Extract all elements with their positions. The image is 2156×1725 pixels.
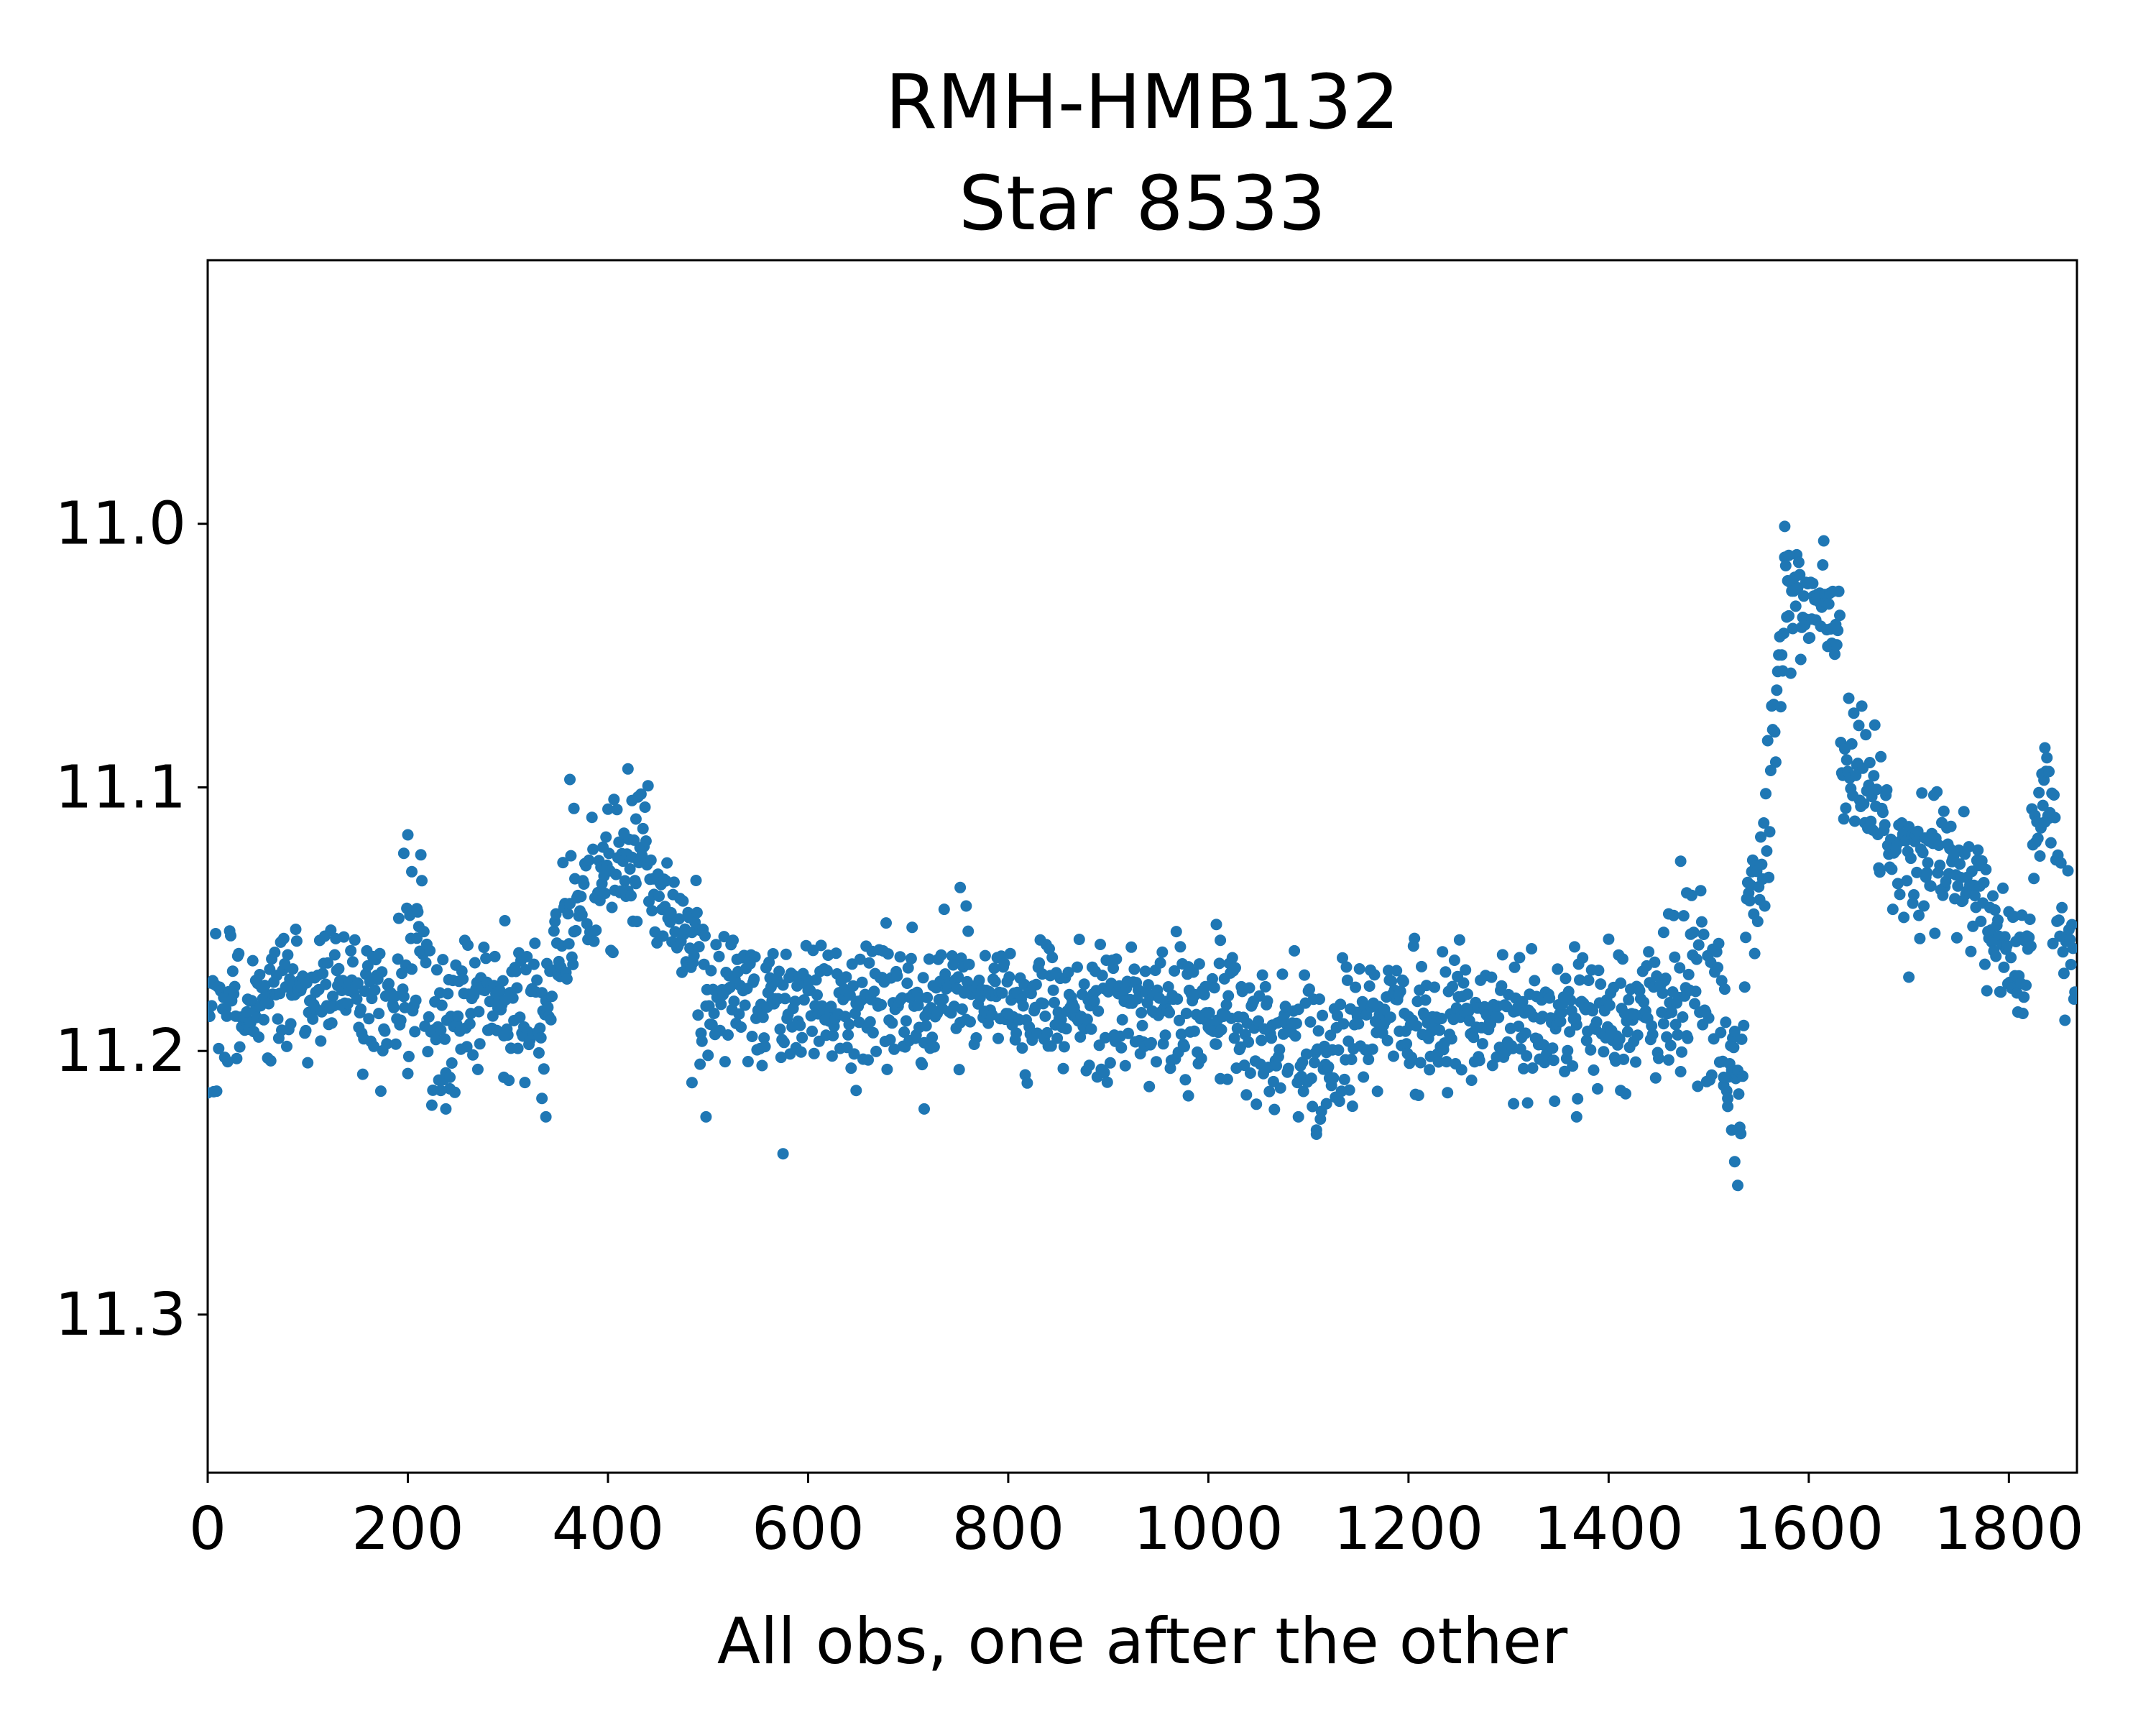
x-tick-label: 1600 — [1733, 1495, 1884, 1563]
x-tick-label: 0 — [189, 1495, 226, 1563]
x-tick-label: 1800 — [1934, 1495, 2084, 1563]
y-tick-label: 11.0 — [55, 490, 186, 558]
x-tick-label: 1200 — [1334, 1495, 1484, 1563]
x-tick-label: 600 — [752, 1495, 865, 1563]
y-tick-label: 11.1 — [55, 753, 186, 822]
x-tick-label: 800 — [952, 1495, 1065, 1563]
chart-title-line2: Star 8533 — [958, 160, 1326, 248]
x-tick-label: 1000 — [1133, 1495, 1284, 1563]
x-tick-label: 1400 — [1534, 1495, 1684, 1563]
y-tick-label: 11.3 — [55, 1281, 186, 1349]
x-tick-label: 200 — [351, 1495, 464, 1563]
x-axis-label: All obs, one after the other — [717, 1604, 1568, 1678]
x-tick-label: 400 — [552, 1495, 665, 1563]
chart-title: RMH-HMB132 Star 8533 — [208, 52, 2077, 255]
axes-spines — [206, 259, 2078, 1474]
y-tick-label: 11.2 — [55, 1017, 186, 1085]
data-points — [208, 520, 2077, 1192]
chart-title-line1: RMH-HMB132 — [885, 58, 1400, 146]
